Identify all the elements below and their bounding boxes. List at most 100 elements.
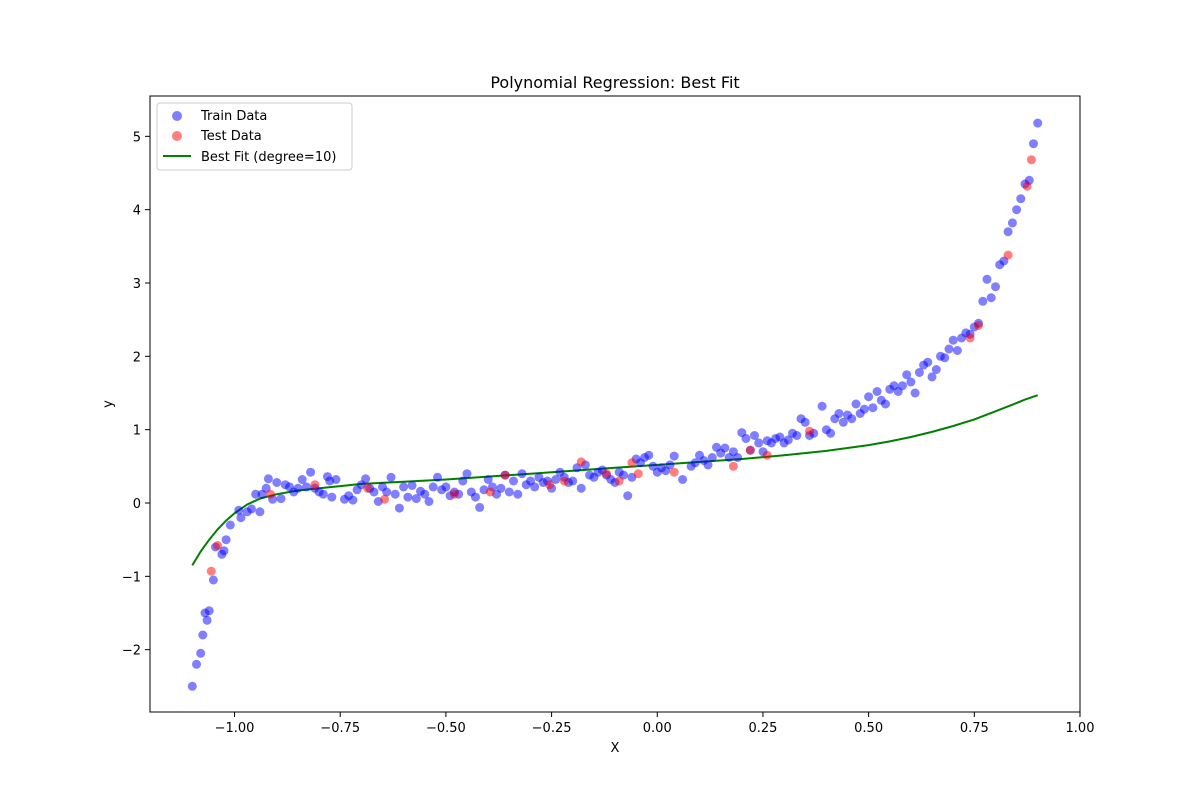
train-point [902, 370, 912, 380]
train-point [187, 681, 197, 691]
test-point [449, 489, 459, 499]
test-point [545, 480, 554, 490]
train-point [509, 476, 518, 486]
test-point [974, 321, 983, 330]
train-point [276, 494, 286, 504]
train-point [669, 451, 679, 461]
train-point [1016, 194, 1026, 204]
test-point [762, 450, 772, 460]
train-point [504, 487, 514, 497]
train-point [838, 417, 848, 427]
train-point [864, 392, 874, 402]
train-point [720, 443, 730, 453]
train-point [306, 467, 316, 477]
train-point [826, 428, 836, 438]
train-point [293, 483, 303, 493]
train-point [255, 507, 265, 517]
train-point [234, 505, 244, 515]
train-point [361, 474, 371, 484]
y-tick-label: −1 [122, 570, 141, 585]
test-point [500, 470, 510, 480]
train-point [530, 482, 540, 492]
train-point [872, 387, 882, 396]
train-point [906, 377, 916, 387]
test-point [213, 541, 223, 550]
test-point [745, 445, 755, 455]
train-point [881, 399, 890, 409]
train-point [741, 434, 751, 443]
train-point [247, 504, 256, 514]
train-point [198, 630, 208, 640]
train-point [327, 492, 337, 502]
test-point [363, 483, 373, 493]
train-point [982, 274, 992, 284]
y-tick-label: 5 [133, 130, 141, 145]
train-point [236, 513, 246, 523]
train-point [978, 296, 988, 306]
legend-train-label: Train Data [200, 109, 267, 124]
train-point [931, 365, 941, 374]
test-point [380, 494, 390, 504]
test-point [266, 489, 275, 499]
train-point [991, 282, 1000, 292]
x-tick-label: −1.00 [215, 721, 255, 736]
train-point [225, 520, 235, 530]
train-point [576, 483, 586, 493]
train-point [483, 475, 493, 484]
train-point [263, 474, 273, 484]
legend-train-marker [172, 111, 182, 121]
train-point [623, 491, 633, 501]
y-axis: −2 −1 0 1 2 3 4 5 [122, 130, 150, 659]
train-point [800, 417, 810, 427]
x-tick-label: 0.25 [748, 721, 777, 736]
train-point [348, 495, 358, 505]
train-point [665, 460, 675, 470]
train-point [517, 469, 527, 479]
train-point [927, 372, 937, 382]
train-point [910, 388, 920, 398]
train-point [204, 606, 214, 616]
test-point [206, 566, 216, 576]
x-tick-label: −0.75 [320, 721, 360, 736]
train-point [923, 357, 933, 367]
x-tick-label: −0.25 [532, 721, 572, 736]
train-point [1007, 218, 1017, 228]
test-point [627, 458, 637, 468]
train-point [754, 438, 764, 448]
train-point [196, 648, 206, 658]
train-point [750, 431, 759, 440]
test-point [614, 476, 624, 486]
train-point [475, 502, 485, 512]
train-point [394, 503, 404, 513]
train-point [219, 546, 229, 556]
legend-box [156, 102, 353, 171]
train-point [690, 458, 700, 468]
train-point [462, 469, 472, 479]
x-axis-label: X [611, 741, 620, 756]
train-point [551, 475, 561, 484]
train-point [382, 487, 392, 497]
train-point [859, 404, 869, 414]
train-point [703, 460, 713, 470]
train-point [297, 475, 307, 484]
train-point [678, 475, 688, 484]
train-point [411, 494, 421, 504]
train-point [940, 353, 950, 363]
y-tick-label: −2 [122, 644, 141, 659]
test-point [602, 469, 611, 479]
train-point [399, 482, 409, 492]
train-point [471, 492, 480, 502]
train-point [433, 472, 442, 482]
train-point [390, 489, 400, 499]
y-tick-label: 1 [133, 424, 141, 439]
train-point [208, 575, 218, 585]
train-point [441, 482, 451, 492]
legend-test-label: Test Data [200, 129, 262, 144]
train-point [783, 435, 793, 445]
test-point [1003, 250, 1013, 260]
plot-frame [149, 95, 1081, 713]
legend: Train Data Test Data Best Fit (degree=10… [156, 102, 353, 171]
train-point [914, 368, 924, 377]
train-point [301, 482, 311, 492]
